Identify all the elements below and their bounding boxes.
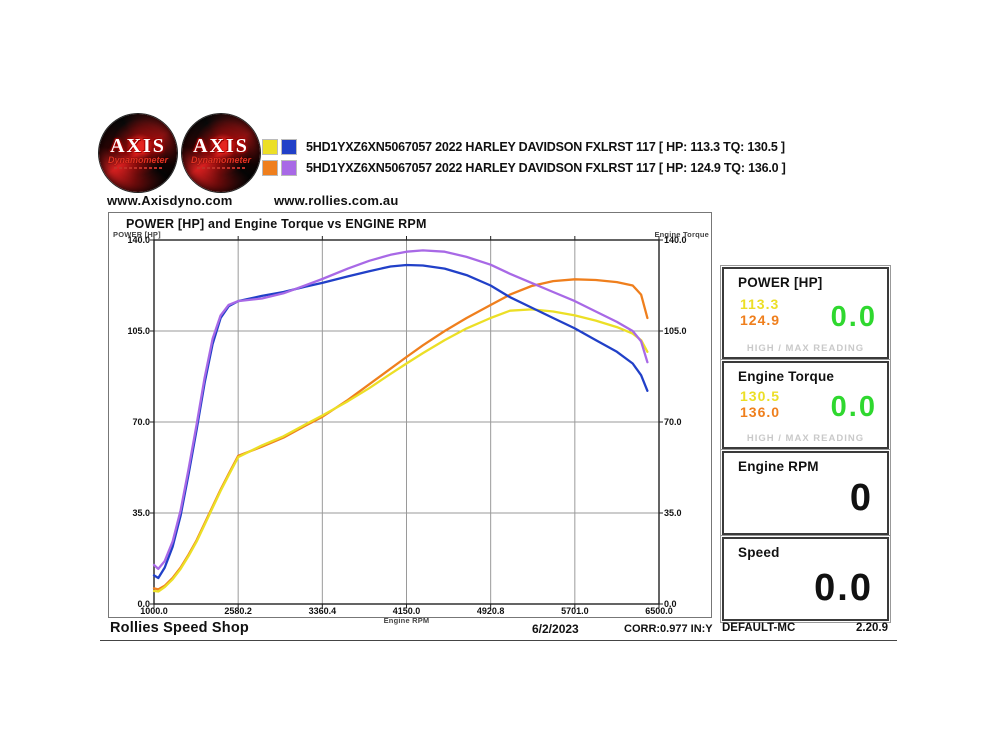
- run2-legend-label: 5HD1YXZ6XN5067057 2022 HARLEY DAVIDSON F…: [306, 160, 786, 175]
- axis-logo-tagline-line: [197, 167, 245, 169]
- power-high-max-caption: HIGH / MAX READING: [746, 343, 865, 354]
- right-axis-caption: Engine Torque: [654, 230, 709, 239]
- power-readout-box: POWER [HP] 113.3 124.9 0.0 HIGH / MAX RE…: [722, 267, 889, 359]
- x-tick: 3360.4: [308, 606, 337, 616]
- axis-logo-brand: AXIS: [110, 135, 166, 157]
- run-date: 6/2/2023: [532, 622, 579, 636]
- x-tick: 4920.8: [476, 606, 505, 616]
- run2-power-swatch: [262, 159, 278, 176]
- power-readout-title: POWER [HP]: [738, 275, 823, 290]
- y-right-tick: 70.0: [664, 417, 682, 427]
- x-axis-caption: Engine RPM: [383, 616, 430, 625]
- y-left-tick: 105.0: [127, 326, 150, 336]
- x-tick: 6500.0: [645, 606, 673, 616]
- y-right-tick: 0.0: [664, 599, 677, 609]
- run1-torque-swatch: [281, 138, 297, 155]
- y-right-tick: 35.0: [664, 508, 682, 518]
- axis-logo-sub: Dynamometer: [107, 155, 169, 165]
- power-live-value: 0.0: [830, 301, 877, 333]
- dyno-plot: [150, 236, 663, 608]
- footer-divider: [100, 640, 897, 641]
- run1-legend-label: 5HD1YXZ6XN5067057 2022 HARLEY DAVIDSON F…: [306, 139, 785, 154]
- shop-name: Rollies Speed Shop: [110, 620, 249, 636]
- axisdyno-link[interactable]: www.Axisdyno.com: [107, 193, 233, 208]
- axis-logo-sub: Dynamometer: [190, 155, 252, 165]
- power-run2-value: 124.9: [740, 312, 781, 328]
- speed-readout-title: Speed: [738, 545, 780, 560]
- y-left-tick: 140.0: [127, 235, 150, 245]
- dyno-chart: POWER [HP] and Engine Torque vs ENGINE R…: [108, 212, 712, 625]
- torque-run2-value: 136.0: [740, 404, 781, 420]
- left-axis-caption: POWER [HP]: [113, 230, 161, 239]
- speed-readout-box: Speed 0.0: [722, 537, 889, 621]
- software-version: 2.20.9: [856, 622, 888, 634]
- y-left-tick: 35.0: [132, 508, 150, 518]
- torque-readout-title: Engine Torque: [738, 369, 835, 384]
- legend-row-run2: 5HD1YXZ6XN5067057 2022 HARLEY DAVIDSON F…: [262, 159, 786, 176]
- x-tick: 1000.0: [140, 606, 168, 616]
- axis-logo-tagline-line: [114, 167, 162, 169]
- chart-title: POWER [HP] and Engine Torque vs ENGINE R…: [126, 217, 427, 231]
- axis-logo-2: AXIS Dynamometer: [182, 114, 260, 192]
- y-right-tick: 105.0: [664, 326, 687, 336]
- rpm-readout-title: Engine RPM: [738, 459, 819, 474]
- y-left-tick: 70.0: [132, 417, 150, 427]
- legend-row-run1: 5HD1YXZ6XN5067057 2022 HARLEY DAVIDSON F…: [262, 138, 785, 155]
- run2-torque-swatch: [281, 159, 297, 176]
- rpm-live-value: 0: [849, 477, 873, 519]
- y-left-tick: 0.0: [137, 599, 150, 609]
- speed-live-value: 0.0: [814, 567, 873, 609]
- x-tick: 5701.0: [561, 606, 589, 616]
- axis-logo: AXIS Dynamometer: [99, 114, 177, 192]
- run1-power-swatch: [262, 138, 278, 155]
- x-tick: 2580.2: [224, 606, 252, 616]
- torque-run1-value: 130.5: [740, 388, 781, 404]
- correction-factor: CORR:0.977 IN:Y: [624, 623, 713, 635]
- power-run1-value: 113.3: [740, 296, 780, 312]
- runs-legend: 5HD1YXZ6XN5067057 2022 HARLEY DAVIDSON F…: [262, 138, 962, 180]
- torque-high-max-caption: HIGH / MAX READING: [746, 433, 865, 444]
- torque-live-value: 0.0: [830, 391, 877, 423]
- y-right-tick: 140.0: [664, 235, 687, 245]
- series-run-1-power-[hp]: [152, 308, 649, 593]
- rollies-link[interactable]: www.rollies.com.au: [274, 193, 399, 208]
- series-run-2-power-[hp]: [152, 278, 649, 591]
- x-tick: 4150.0: [392, 606, 421, 616]
- series-run-2-engine-torque: [152, 249, 649, 571]
- axis-logo-brand: AXIS: [193, 135, 249, 157]
- torque-readout-box: Engine Torque 130.5 136.0 0.0 HIGH / MAX…: [722, 361, 889, 449]
- config-name: DEFAULT-MC: [722, 622, 796, 634]
- rpm-readout-box: Engine RPM 0: [722, 451, 889, 535]
